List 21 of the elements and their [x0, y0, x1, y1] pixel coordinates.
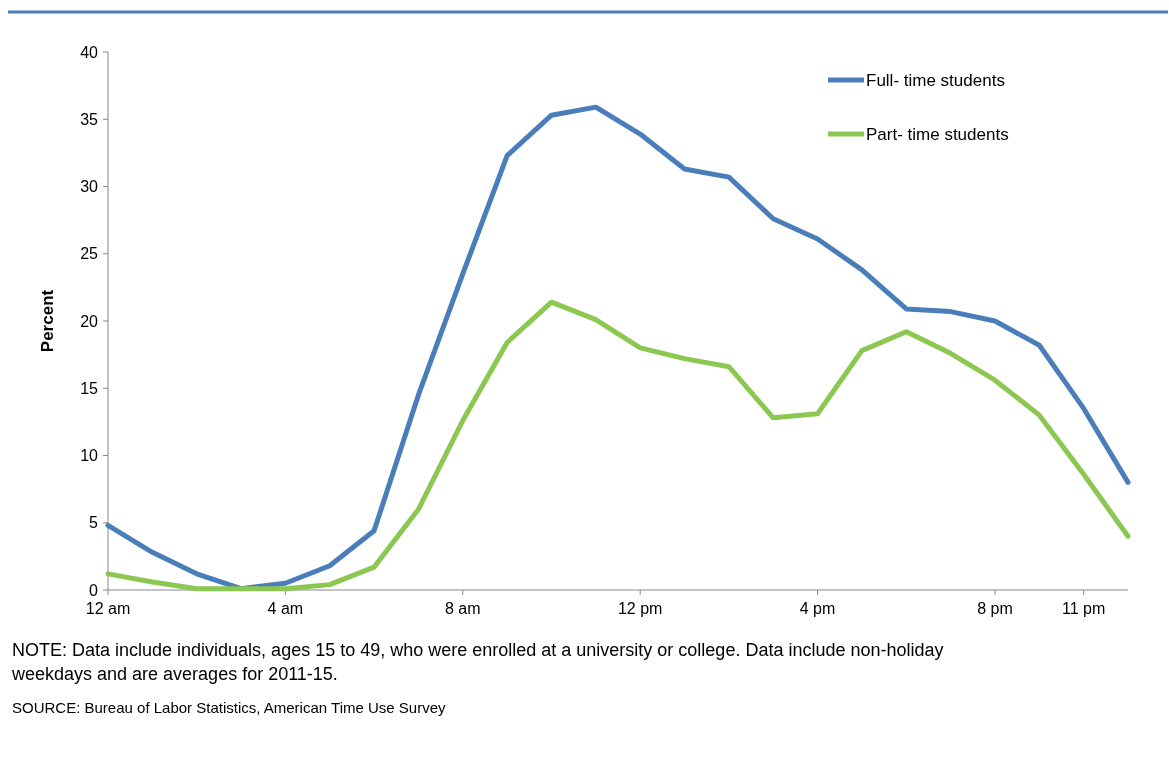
- y-tick-label: 30: [80, 178, 99, 196]
- y-axis-title: Percent: [38, 289, 57, 353]
- x-tick-label: 8 pm: [977, 600, 1013, 617]
- legend-label: Full- time students: [866, 70, 1005, 90]
- x-tick-label: 12 am: [85, 600, 131, 617]
- y-tick-label: 15: [80, 379, 99, 397]
- source-note: SOURCE: Bureau of Labor Statistics, American Time Use Survey: [12, 698, 446, 716]
- y-tick-label: 5: [89, 514, 99, 532]
- y-tick-label: 40: [80, 43, 99, 61]
- y-tick-label: 0: [89, 581, 99, 599]
- y-tick-label: 35: [80, 110, 99, 128]
- legend-label: Part- time students: [866, 124, 1009, 144]
- x-tick-label: 4 pm: [799, 600, 836, 617]
- x-tick-label: 4 am: [267, 600, 304, 617]
- x-tick-label: 8 am: [444, 600, 481, 617]
- text: NOTE: Data include individuals, ages 15 to 49, who were enrolled at a university or college. Data include non-holiday weekdays and are averages for 2011-15.: [11, 640, 944, 685]
- x-tick-label: 11 pm: [1062, 600, 1106, 617]
- y-tick-label: 20: [80, 312, 99, 330]
- y-tick-label: 10: [80, 447, 99, 465]
- y-tick-label: 25: [80, 245, 99, 263]
- x-tick-label: 12 pm: [617, 600, 663, 617]
